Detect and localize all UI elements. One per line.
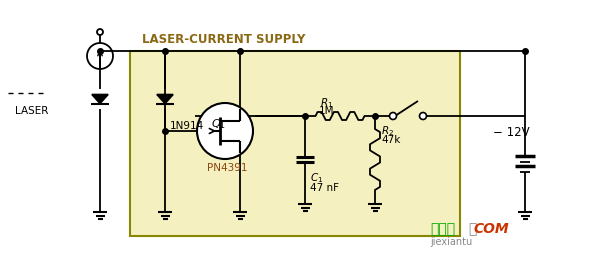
Text: 接线图: 接线图: [430, 222, 455, 236]
Circle shape: [389, 112, 397, 120]
Text: LASER: LASER: [15, 106, 48, 116]
Text: COM: COM: [474, 222, 509, 236]
Text: ．: ．: [468, 222, 476, 236]
Text: $Q_1$: $Q_1$: [211, 117, 226, 131]
Text: 1N914: 1N914: [170, 121, 204, 131]
Text: − 12V: − 12V: [493, 126, 530, 139]
Text: 1M: 1M: [319, 106, 335, 116]
Text: $C_1$: $C_1$: [310, 171, 323, 185]
Text: 47 nF: 47 nF: [310, 183, 339, 193]
Text: LASER-CURRENT SUPPLY: LASER-CURRENT SUPPLY: [142, 33, 306, 46]
Polygon shape: [157, 94, 173, 104]
Circle shape: [420, 112, 427, 120]
Text: jiexiantu: jiexiantu: [430, 237, 472, 247]
Text: PN4391: PN4391: [207, 163, 248, 173]
Circle shape: [197, 103, 253, 159]
Text: 47k: 47k: [381, 135, 400, 145]
Text: $R_1$: $R_1$: [320, 96, 333, 110]
Polygon shape: [92, 94, 108, 104]
FancyBboxPatch shape: [130, 51, 460, 236]
Text: $R_2$: $R_2$: [381, 124, 394, 138]
